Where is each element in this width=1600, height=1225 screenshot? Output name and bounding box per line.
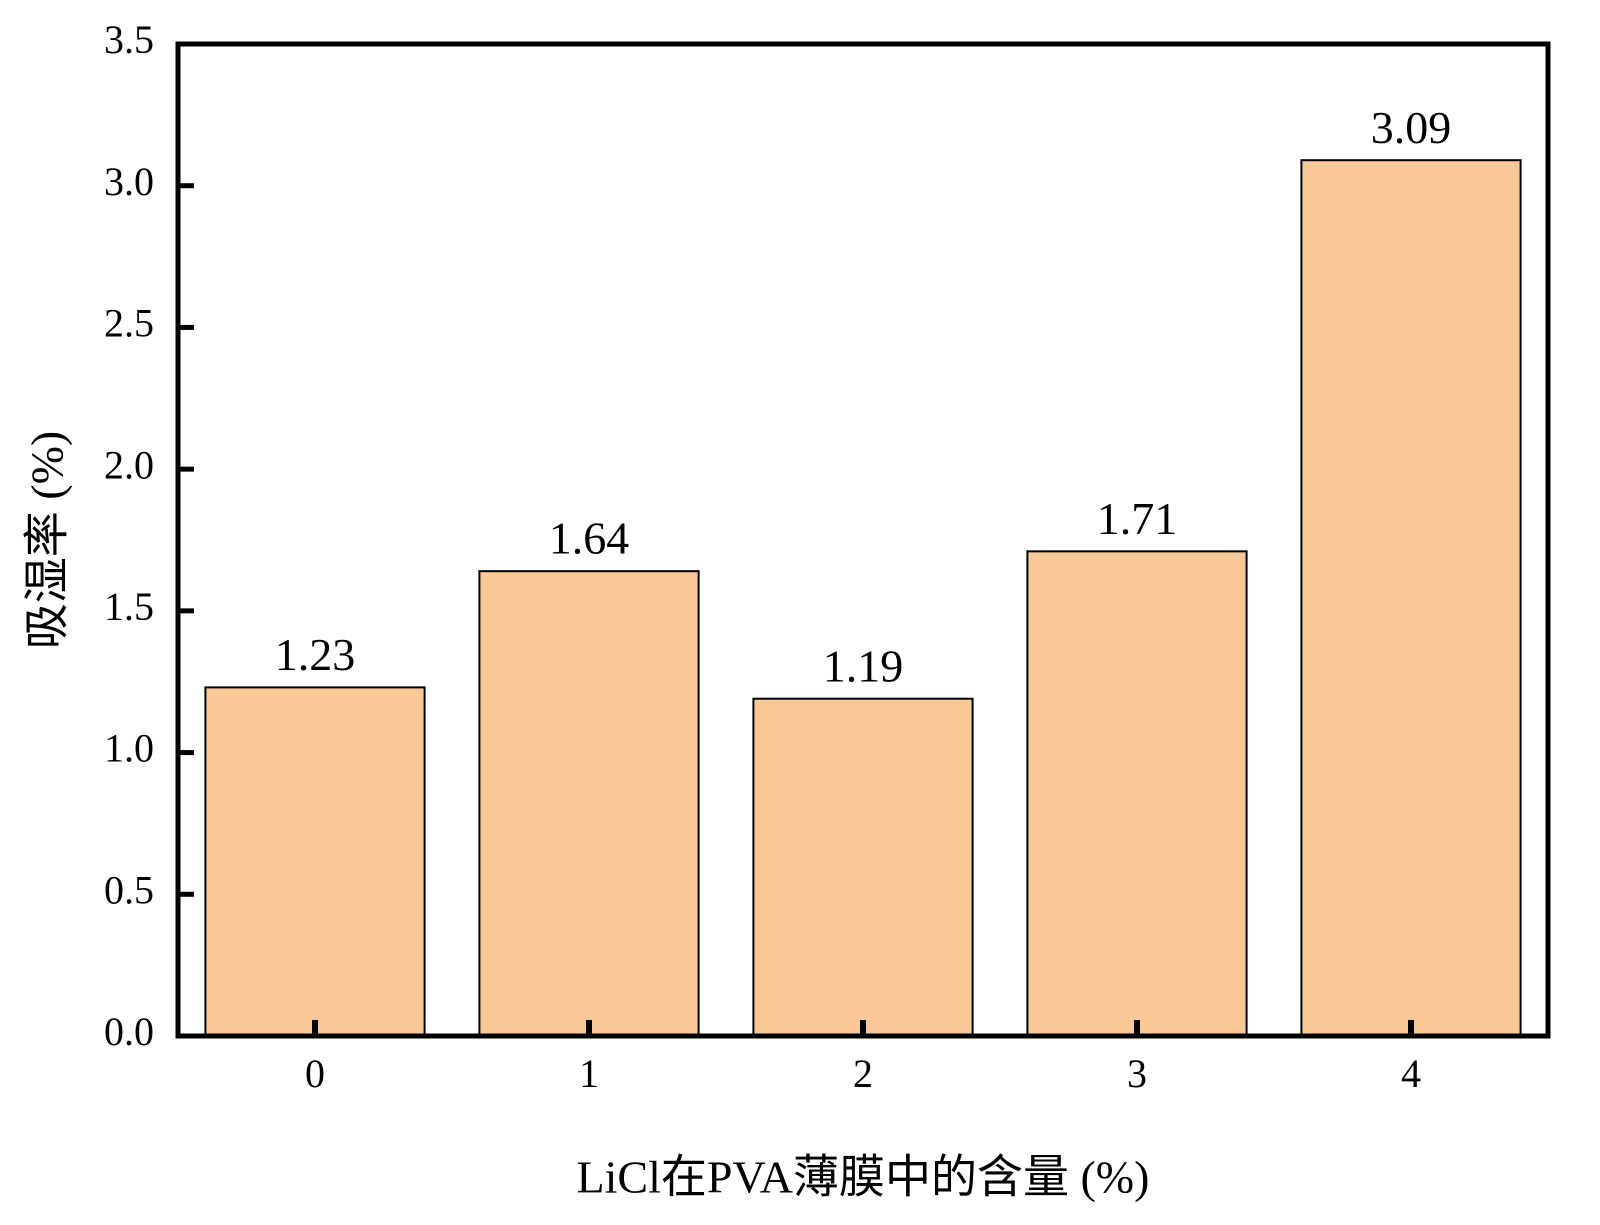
y-tick-label: 1.0 [104, 726, 154, 771]
x-tick-label: 1 [579, 1051, 599, 1096]
value-label: 1.71 [1097, 493, 1178, 544]
y-tick-label: 0.0 [104, 1009, 154, 1054]
x-tick-label: 2 [853, 1051, 873, 1096]
value-label: 3.09 [1371, 102, 1452, 153]
y-tick-label: 3.0 [104, 159, 154, 204]
y-tick-label: 2.0 [104, 442, 154, 487]
y-tick-label: 0.5 [104, 867, 154, 912]
bar [752, 697, 974, 1037]
bar [1026, 550, 1248, 1038]
y-axis-title: 吸湿率 (%) [22, 431, 73, 649]
x-tick-label: 0 [305, 1051, 325, 1096]
y-tick-label: 3.5 [104, 17, 154, 62]
value-label: 1.19 [823, 640, 904, 691]
bar [1300, 159, 1522, 1038]
x-tick-label: 3 [1127, 1051, 1147, 1096]
y-tick-label: 1.5 [104, 584, 154, 629]
plot-frame [175, 41, 1551, 1039]
x-axis-title: LiCl在PVA薄膜中的含量 (%) [577, 1152, 1150, 1203]
value-label: 1.23 [275, 629, 356, 680]
bar [204, 686, 426, 1038]
bar [478, 570, 700, 1037]
value-label: 1.64 [549, 513, 630, 564]
y-tick-label: 2.5 [104, 301, 154, 346]
x-tick-label: 4 [1401, 1051, 1421, 1096]
